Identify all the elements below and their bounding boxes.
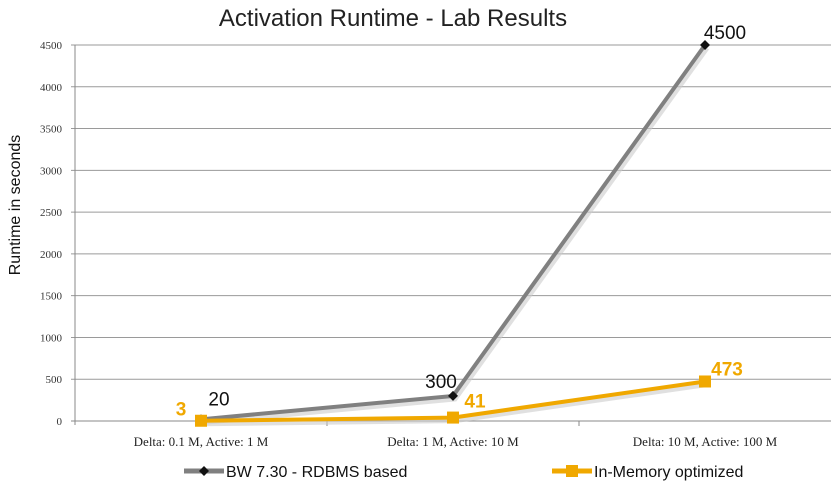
y-tick-label: 4500 <box>40 40 63 52</box>
y-tick-label: 2000 <box>40 249 63 261</box>
legend-marker-diamond <box>199 466 209 476</box>
x-tick-label: Delta: 0.1 M, Active: 1 M <box>134 434 269 449</box>
data-label: 4500 <box>704 23 746 44</box>
data-label: 473 <box>711 359 743 380</box>
y-tick-label: 3000 <box>40 165 63 177</box>
legend-label: BW 7.30 - RDBMS based <box>226 464 407 481</box>
y-tick-label: 1500 <box>40 291 63 303</box>
data-point-square <box>699 375 711 388</box>
data-label: 300 <box>425 372 457 393</box>
y-tick-label: 0 <box>57 416 63 428</box>
series-shadow <box>202 46 710 425</box>
y-tick-label: 3500 <box>40 124 63 136</box>
data-label: 41 <box>464 392 486 413</box>
legend-label: In-Memory optimized <box>594 464 743 481</box>
y-tick-label: 500 <box>46 374 63 386</box>
data-label: 20 <box>208 389 229 410</box>
x-tick-label: Delta: 10 M, Active: 100 M <box>633 434 778 449</box>
y-tick-label: 4000 <box>40 82 63 94</box>
chart-title: Activation Runtime - Lab Results <box>219 5 567 32</box>
y-tick-label: 1000 <box>40 332 63 344</box>
y-tick-label: 2500 <box>40 207 63 219</box>
data-label: 3 <box>176 400 187 421</box>
x-tick-label: Delta: 1 M, Active: 10 M <box>387 434 519 449</box>
data-point-diamond <box>700 40 710 50</box>
data-point-square <box>447 411 459 424</box>
data-point-diamond <box>448 390 458 401</box>
series-line <box>200 43 707 422</box>
legend-marker-square <box>566 465 578 477</box>
y-axis-label: Runtime in seconds <box>7 135 24 276</box>
data-point-square <box>195 414 207 427</box>
